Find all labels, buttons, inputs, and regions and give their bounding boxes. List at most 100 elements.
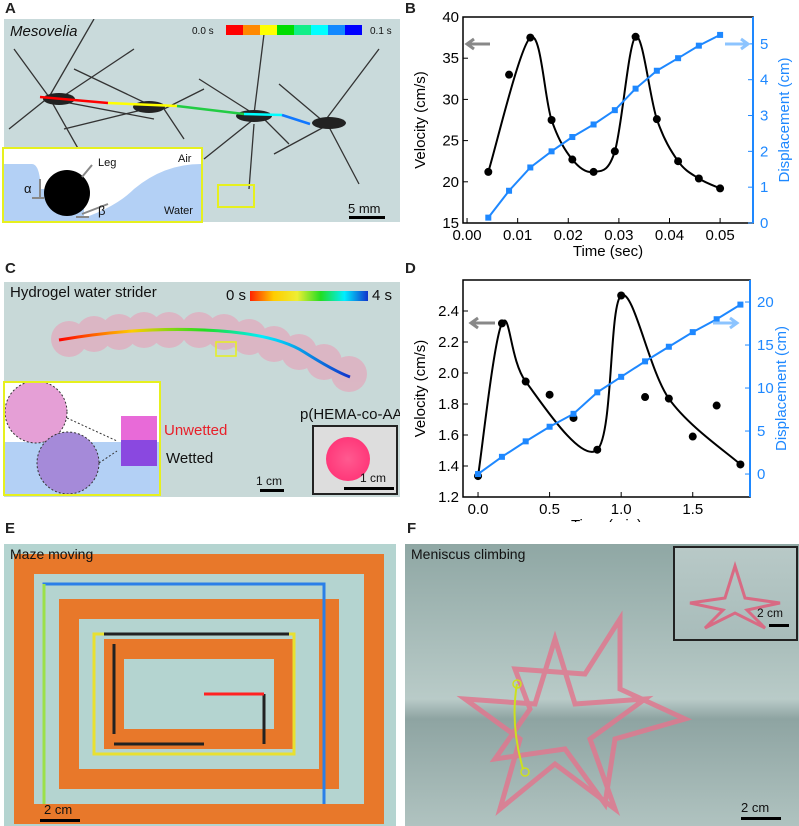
panel-label-e: E [5, 520, 16, 537]
displacement-point [713, 316, 720, 323]
y2-tick-label: 0 [760, 215, 768, 232]
y2-tick-label: 15 [757, 337, 774, 354]
y2-axis-label: Displacement (cm) [773, 326, 790, 451]
x-tick-label: 0.01 [503, 227, 532, 244]
y-tick-label: 40 [442, 9, 459, 26]
scalebar-label: 1 cm [256, 474, 283, 488]
meniscus-diagram [4, 164, 201, 221]
plot-frame [462, 279, 751, 498]
velocity-point [505, 70, 514, 79]
displacement-point [737, 301, 744, 308]
y2-tick-label: 4 [760, 72, 768, 89]
molecular-structure-diagram [4, 380, 157, 495]
wetting-inset [3, 380, 161, 496]
y-tick-label: 1.8 [438, 396, 459, 413]
y2-tick-label: 5 [757, 423, 765, 440]
panel-label-a: A [5, 0, 16, 17]
velocity-point [664, 394, 673, 403]
colorbar [226, 25, 362, 35]
scalebar [349, 216, 385, 219]
velocity-point [568, 155, 577, 164]
y-axis-label: Velocity (cm/s) [412, 340, 429, 438]
displacement-point [594, 389, 601, 396]
y-tick-label: 15 [442, 215, 459, 232]
displacement-point [498, 453, 505, 460]
y2-tick-label: 5 [760, 36, 768, 53]
x-axis-label: Time (sec) [573, 243, 643, 260]
velocity-point [547, 116, 556, 124]
inset-scalebar [769, 624, 789, 627]
inset-scalebar [344, 487, 394, 490]
panel-e-title: Maze moving [10, 546, 94, 562]
left-axis-arrow-icon [464, 37, 490, 51]
velocity-displacement-chart-b: 0.00 0.01 0.02 0.03 0.04 0.051520253035400123… [412, 9, 793, 260]
velocity-point [688, 432, 697, 441]
colorbar [250, 291, 368, 301]
displacement-point [618, 373, 625, 380]
velocity-point [526, 33, 535, 42]
y2-tick-label: 10 [757, 380, 774, 397]
y-tick-label: 30 [442, 91, 459, 108]
displacement-point [642, 358, 649, 365]
strider-trajectory-image [8, 19, 380, 208]
meniscus-photo: Meniscus climbing 2 cm 2 cm [405, 544, 799, 826]
displacement-point [548, 148, 555, 155]
y2-tick-label: 0 [757, 466, 765, 483]
x-tick-label: 1.0 [611, 501, 632, 518]
hydrogel-disk-inset: 1 cm [312, 425, 398, 495]
scalebar [40, 819, 80, 822]
x-tick-label: 0.05 [706, 227, 735, 244]
displacement-point [485, 214, 492, 221]
displacement-line [487, 34, 721, 219]
y2-tick-label: 20 [757, 294, 774, 311]
y2-tick-label: 3 [760, 108, 768, 125]
scalebar [260, 489, 284, 492]
star-inset-image [689, 560, 781, 630]
beta-label: β [98, 203, 106, 218]
panel-label-c: C [5, 260, 16, 277]
air-label: Air [178, 153, 192, 165]
velocity-point [521, 377, 530, 386]
displacement-point [653, 67, 660, 74]
colorbar-start: 0 s [226, 287, 247, 304]
y2-axis-label: Displacement (cm) [776, 57, 793, 182]
displacement-point [569, 134, 576, 141]
scalebar-label: 2 cm [741, 800, 770, 815]
velocity-point [589, 167, 598, 176]
inset-scalebar-label: 1 cm [360, 471, 387, 485]
water-label: Water [164, 205, 193, 217]
displacement-point [475, 471, 482, 478]
velocity-fit-line [487, 35, 721, 190]
x-tick-label: 1.5 [682, 501, 703, 518]
right-axis-arrow-icon [713, 316, 740, 330]
velocity-displacement-chart-d: 0.0 0.5 1.0 1.5 1.2 1.4 1.6 1.8 2.0 2.2 2.4 0 5 10 15 2… [412, 279, 790, 522]
displacement-point [632, 85, 639, 92]
velocity-point [545, 390, 554, 399]
y-tick-label: 2.0 [438, 365, 459, 382]
star-inset: 2 cm [673, 546, 798, 641]
hydrogel-trajectory-image [51, 312, 367, 392]
displacement-line [477, 303, 741, 475]
displacement-point [546, 423, 553, 430]
x-tick-label: 0.00 [452, 227, 481, 244]
x-tick-label: 0.03 [604, 227, 633, 244]
velocity-point [593, 445, 602, 454]
y-tick-label: 1.2 [438, 489, 459, 506]
displacement-point [506, 187, 513, 194]
y-tick-label: 35 [442, 50, 459, 67]
velocity-point [631, 32, 640, 41]
x-tick-label: 0.04 [655, 227, 684, 244]
y2-tick-label: 2 [760, 143, 768, 160]
inset-scalebar-label: 2 cm [757, 606, 784, 620]
y-axis-label: Velocity (cm/s) [412, 71, 429, 169]
scalebar [741, 817, 781, 820]
displacement-point [717, 31, 724, 38]
velocity-point [674, 157, 683, 166]
right-axis-arrow-icon [725, 37, 751, 51]
y-tick-label: 2.2 [438, 334, 459, 351]
x-tick-label: 0.02 [554, 227, 583, 244]
velocity-point [716, 184, 725, 193]
panel-f-title: Meniscus climbing [411, 546, 526, 562]
displacement-point [675, 55, 682, 62]
